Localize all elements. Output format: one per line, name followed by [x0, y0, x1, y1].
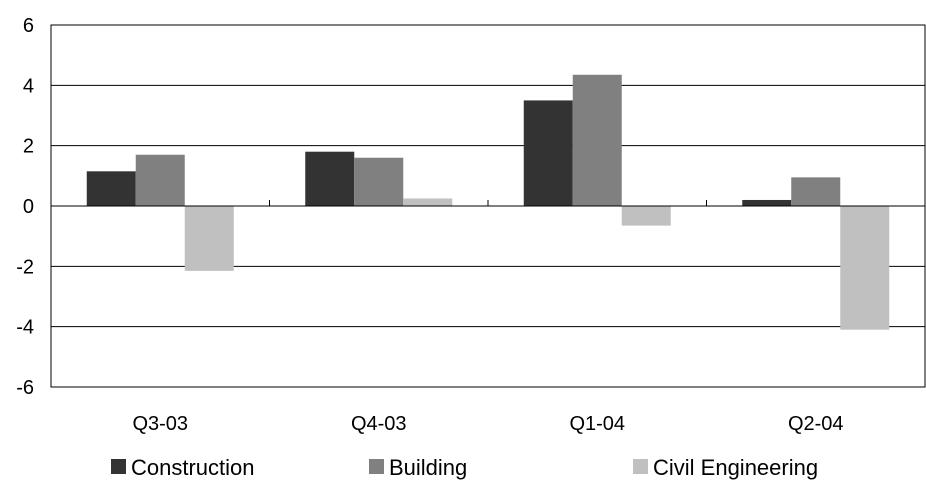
bars [86, 74, 890, 330]
x-tick-labels: Q3-03 Q4-03 Q1-04 Q2-04 [132, 413, 843, 435]
bar [621, 206, 671, 226]
y-tick-label: -2 [16, 256, 34, 278]
bar [86, 171, 136, 206]
bar [135, 154, 185, 206]
x-tick-label: Q1-04 [569, 413, 625, 435]
y-tick-label: -4 [16, 317, 34, 339]
x-tick-label: Q4-03 [351, 413, 407, 435]
legend-item: Construction [111, 455, 255, 480]
legend-label: Building [389, 455, 467, 480]
legend-item: Civil Engineering [633, 455, 818, 480]
bar [742, 199, 792, 206]
legend-swatch [111, 459, 126, 474]
axes [51, 200, 925, 207]
legend: Construction Building Civil Engineering [111, 455, 818, 480]
y-tick-label: -6 [16, 377, 34, 399]
x-tick-label: Q3-03 [132, 413, 188, 435]
bar [840, 206, 890, 330]
y-tick-label: 6 [23, 15, 34, 37]
y-tick-label: 2 [23, 136, 34, 158]
legend-label: Civil Engineering [653, 455, 818, 480]
bar [523, 100, 573, 206]
legend-label: Construction [131, 455, 255, 480]
y-tick-label: 4 [23, 75, 34, 97]
legend-swatch [633, 459, 648, 474]
bar [572, 74, 622, 207]
bar [305, 151, 355, 206]
bar [354, 157, 404, 206]
legend-item: Building [369, 455, 467, 480]
legend-swatch [369, 459, 384, 474]
x-tick-label: Q2-04 [788, 413, 844, 435]
bar [791, 177, 841, 206]
bar [184, 206, 234, 271]
y-tick-label: 0 [23, 196, 34, 218]
bar [403, 198, 453, 206]
y-tick-labels: 6 4 2 0 -2 -4 -6 [16, 15, 34, 399]
